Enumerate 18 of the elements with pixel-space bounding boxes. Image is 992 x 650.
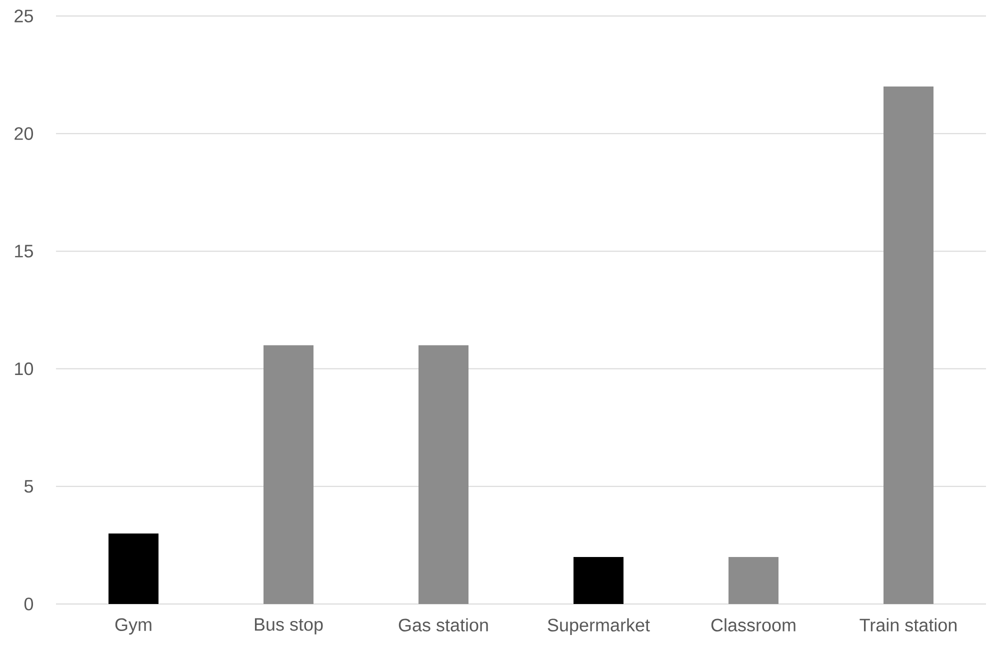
bar [108,533,158,604]
y-tick-label: 15 [15,244,33,258]
x-tick-label: Train station [860,618,957,632]
bar [884,86,934,604]
y-tick-label: 20 [14,127,34,140]
x-tick-label: Gas station [398,618,488,632]
x-tick-label: Bus stop [254,618,323,634]
x-tick-label: Gym [115,618,152,635]
y-tick-label: 5 [24,480,33,493]
y-tick-label: 10 [15,362,34,376]
bar [728,556,778,604]
bar [418,345,468,604]
y-tick-label: 25 [14,10,33,22]
y-tick-label: 0 [24,598,34,610]
x-tick-label: Classroom [711,618,796,632]
bar [264,345,314,604]
x-tick-label: Supermarket [548,618,650,636]
bar [574,556,624,604]
